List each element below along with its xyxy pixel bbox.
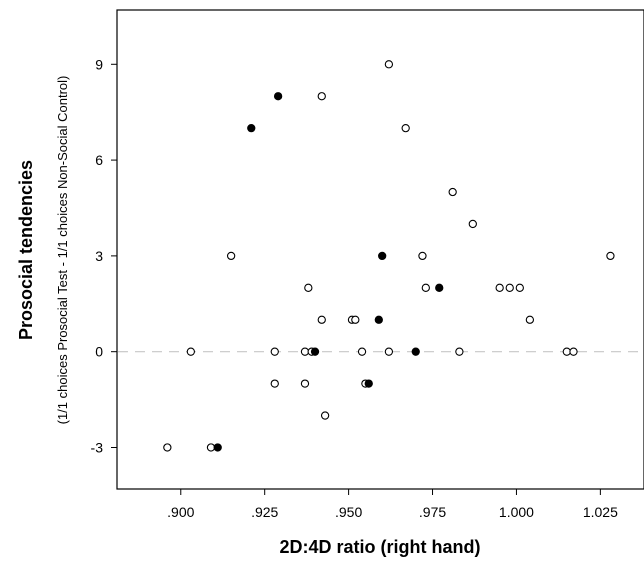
data-point-filled (435, 283, 444, 292)
data-point-open (455, 347, 464, 356)
data-point-open (300, 379, 310, 388)
x-tick-label: .900 (167, 504, 194, 520)
data-point-open (515, 283, 524, 292)
x-axis-label: 2D:4D ratio (right hand) (280, 537, 481, 557)
x-tick-label: .975 (419, 504, 446, 520)
data-point-filled (247, 124, 256, 133)
y-tick-label: 3 (95, 248, 103, 264)
data-point-open (317, 92, 326, 101)
data-point-filled (374, 315, 383, 324)
data-point-open (226, 251, 236, 261)
data-point-open (468, 219, 477, 229)
data-point-open (606, 251, 615, 261)
data-point-filled (411, 347, 420, 356)
data-point-open (448, 187, 457, 197)
data-point-open (384, 60, 394, 69)
data-point-filled (364, 379, 373, 388)
y-axis-label: Prosocial tendencies (16, 160, 36, 340)
data-point-open (357, 347, 367, 356)
data-point-open (562, 347, 571, 356)
data-point-open (421, 283, 430, 292)
plot-frame (116, 9, 644, 490)
data-point-open (300, 347, 310, 356)
data-point-open (186, 347, 195, 356)
data-point-open (304, 283, 313, 292)
data-point-open (163, 443, 172, 452)
y-tick-label: 9 (95, 56, 103, 72)
y-tick-label: 6 (95, 152, 103, 168)
data-point-open (418, 251, 427, 261)
x-tick-label: 1.025 (583, 504, 618, 520)
y-tick-label: -3 (91, 439, 104, 455)
x-tick-label: .950 (335, 504, 362, 520)
data-point-open (270, 379, 279, 388)
y-tick-label: 0 (95, 344, 103, 360)
data-point-open (384, 347, 394, 356)
data-point-filled (213, 443, 222, 452)
data-point-open (317, 315, 326, 324)
data-point-filled (310, 347, 320, 356)
data-point-open (401, 124, 410, 133)
data-point-open (525, 315, 535, 324)
data-point-filled (273, 92, 283, 101)
data-point-open (569, 347, 578, 356)
data-point-open (206, 443, 216, 452)
data-point-open (270, 347, 279, 356)
x-tick-label: .925 (251, 504, 278, 520)
data-point-open (320, 411, 330, 420)
data-point-open (505, 283, 514, 292)
data-point-open (495, 283, 504, 292)
y-axis-sublabel: (1/1 choices Prosocial Test - 1/1 choice… (55, 76, 70, 425)
data-point-open (351, 315, 360, 324)
x-tick-label: 1.000 (499, 504, 534, 520)
data-point-filled (378, 251, 387, 261)
